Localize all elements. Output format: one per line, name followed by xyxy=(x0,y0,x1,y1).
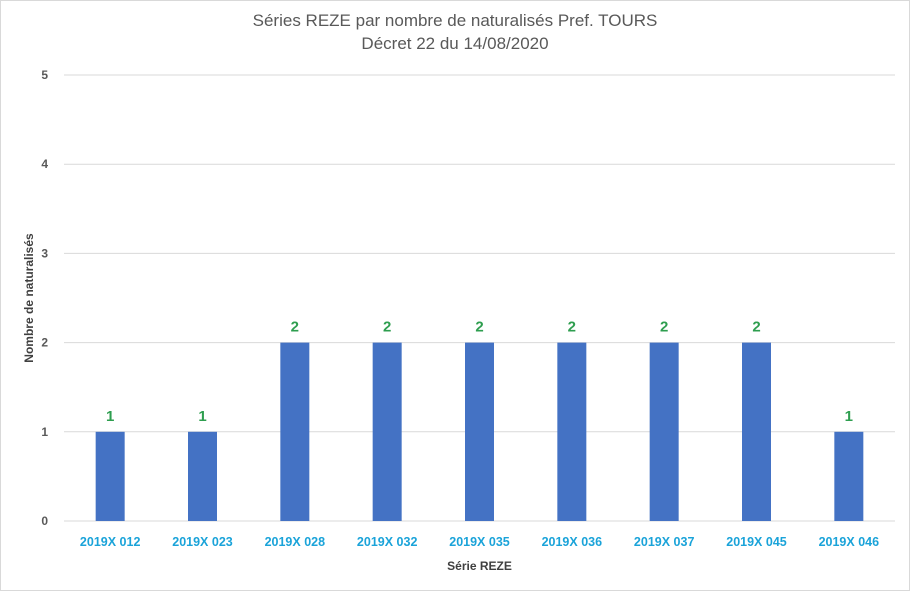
bar-2019X-023 xyxy=(188,431,217,521)
data-label: 2 xyxy=(752,319,760,336)
bar-2019X-012 xyxy=(95,431,125,521)
data-label: 2 xyxy=(568,319,576,336)
bar-2019X-037 xyxy=(649,342,679,521)
y-axis-title: Nombre de naturalisés xyxy=(22,233,36,363)
x-tick-label: 2019X 046 xyxy=(819,535,880,549)
data-label: 1 xyxy=(198,408,206,425)
x-tick-label: 2019X 032 xyxy=(357,535,418,549)
bar-2019X-032 xyxy=(372,342,402,521)
x-axis-title: Série REZE xyxy=(447,559,512,573)
data-label: 2 xyxy=(383,319,391,336)
bar-2019X-036 xyxy=(557,342,587,521)
chart-title-block: Séries REZE par nombre de naturalisés Pr… xyxy=(1,9,909,55)
x-tick-label: 2019X 012 xyxy=(80,535,141,549)
chart-subtitle: Décret 22 du 14/08/2020 xyxy=(361,34,549,53)
x-tick-label: 2019X 035 xyxy=(449,535,510,549)
bar-2019X-046 xyxy=(834,431,864,521)
y-tick-label: 4 xyxy=(41,157,48,171)
x-tick-label: 2019X 036 xyxy=(542,535,603,549)
chart-title: Séries REZE par nombre de naturalisés Pr… xyxy=(252,11,658,30)
y-tick-label: 5 xyxy=(41,68,48,82)
bar-2019X-028 xyxy=(280,342,310,521)
data-label: 2 xyxy=(475,319,483,336)
x-tick-label: 2019X 045 xyxy=(726,535,787,549)
data-label: 2 xyxy=(660,319,668,336)
bar-2019X-045 xyxy=(742,342,771,521)
y-tick-label: 0 xyxy=(41,514,48,528)
bar-2019X-035 xyxy=(465,342,494,521)
data-label: 2 xyxy=(291,319,299,336)
data-label: 1 xyxy=(106,408,114,425)
x-tick-label: 2019X 037 xyxy=(634,535,695,549)
y-tick-label: 1 xyxy=(41,425,48,439)
y-tick-label: 3 xyxy=(41,246,48,260)
data-label: 1 xyxy=(845,408,853,425)
x-tick-label: 2019X 028 xyxy=(265,535,326,549)
x-tick-label: 2019X 023 xyxy=(172,535,233,549)
y-tick-label: 2 xyxy=(41,336,48,350)
